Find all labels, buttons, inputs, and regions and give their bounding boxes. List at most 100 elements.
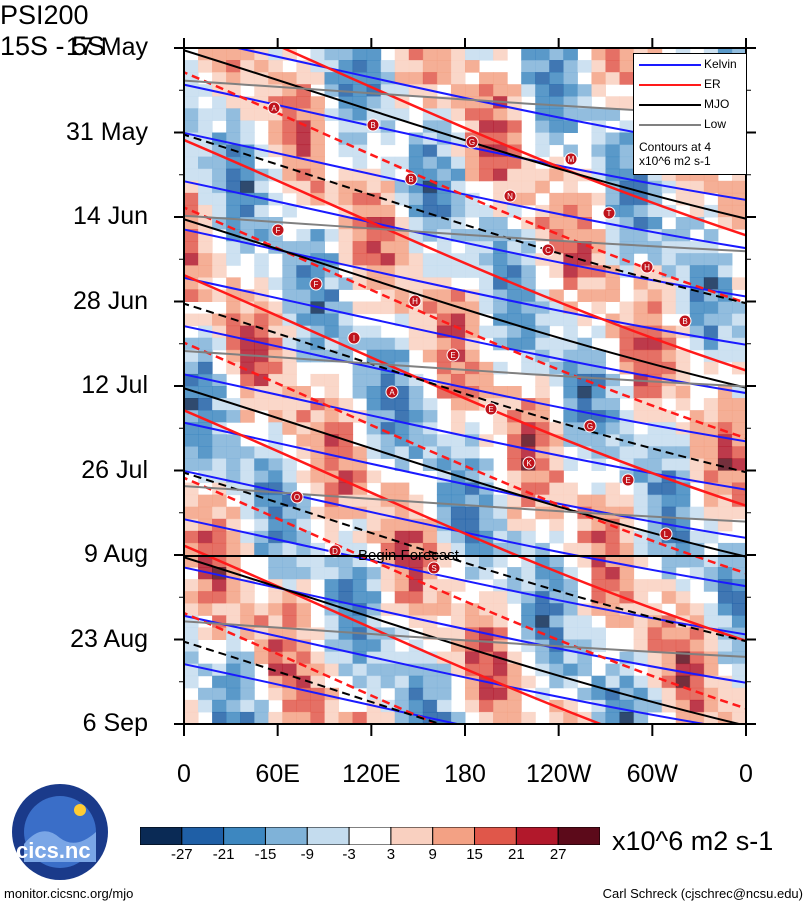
shading-cell (240, 687, 255, 701)
shading-cell (689, 289, 705, 302)
shading-cell (226, 675, 241, 689)
storm-marker-label: B (682, 317, 687, 326)
shading-cell (226, 687, 241, 701)
shading-cell (282, 349, 297, 363)
shading-cell (535, 48, 550, 61)
shading-cell (717, 603, 733, 616)
shading-cell (240, 373, 255, 387)
shading-cell (310, 373, 325, 387)
shading-cell (282, 542, 297, 556)
shading-cell (254, 277, 269, 290)
shading-cell (184, 361, 199, 375)
shading-cell (184, 241, 199, 254)
shading-cell (689, 639, 705, 653)
shading-cell (198, 699, 213, 713)
shading-cell (619, 711, 635, 724)
shading-cell (422, 530, 438, 544)
shading-cell (591, 494, 606, 508)
shading-cell (521, 579, 536, 592)
shading-cell (647, 687, 663, 701)
shading-cell (605, 325, 621, 339)
shading-cell (296, 555, 311, 568)
shading-cell (549, 555, 564, 568)
shading-cell (535, 120, 550, 133)
shading-cell (450, 265, 466, 278)
shading-cell (689, 192, 705, 206)
shading-cell (619, 241, 635, 254)
colorbar-swatch (348, 827, 392, 845)
shading-cell (436, 687, 452, 701)
shading-cell (661, 675, 677, 689)
shading-cell (394, 192, 410, 206)
shading-cell (689, 603, 705, 616)
shading-cell (633, 313, 649, 327)
shading-cell (633, 627, 649, 640)
shading-cell (422, 398, 438, 411)
shading-cell (479, 494, 494, 508)
shading-cell (422, 96, 438, 109)
shading-cell (731, 711, 746, 724)
shading-cell (591, 301, 606, 315)
shading-cell (184, 313, 199, 327)
storm-marker-circle (267, 101, 281, 115)
shading-cell (549, 422, 564, 435)
shading-cell (296, 72, 311, 85)
shading-cell (675, 494, 691, 508)
shading-cell (338, 48, 354, 61)
shading-cell (549, 530, 564, 544)
shading-cell (226, 506, 241, 520)
shading-cell (212, 108, 227, 121)
shading-cell (352, 132, 368, 146)
shading-cell (661, 494, 677, 508)
shading-cell (717, 615, 733, 628)
shading-cell (226, 434, 241, 447)
shading-cell (717, 277, 733, 290)
shading-cell (703, 518, 719, 532)
shading-cell (717, 591, 733, 604)
shading-cell (324, 711, 340, 724)
contour-line (184, 325, 746, 443)
shading-cell (647, 398, 663, 411)
shading-cell (282, 567, 297, 580)
shading-cell (507, 325, 522, 339)
shading-cell (703, 325, 719, 339)
x-tick-label: 180 (444, 760, 486, 788)
shading-cell (338, 410, 354, 423)
shading-cell (479, 699, 494, 713)
shading-cell (352, 663, 368, 677)
shading-cell (324, 567, 340, 580)
footer-url[interactable]: monitor.cicsnc.org/mjo (4, 886, 134, 901)
shading-cell (366, 180, 382, 194)
shading-cell (226, 361, 241, 375)
shading-cell (394, 651, 410, 665)
shading-cell (254, 144, 269, 158)
shading-cell (493, 180, 508, 194)
axis-ticks (174, 38, 756, 736)
storm-marker: E (484, 402, 498, 416)
shading-cell (198, 458, 213, 471)
contour-line (184, 218, 746, 389)
shading-cell (703, 651, 719, 665)
storm-marker-label: F (314, 280, 319, 289)
shading-cell (703, 229, 719, 242)
shading-cell (591, 229, 606, 242)
shading-cell (198, 446, 213, 459)
storm-marker-circle (446, 348, 460, 362)
shading-cell (366, 711, 382, 724)
shading-cell (436, 506, 452, 520)
shading-cell (310, 289, 325, 302)
shading-cell (352, 470, 368, 484)
shading-cell (226, 458, 241, 471)
shading-cell (450, 84, 466, 97)
shading-cell (268, 639, 283, 653)
shading-cell (184, 434, 199, 447)
storm-markers: A B C B A K L B N H I E E D G T F E G O S M F H (267, 101, 692, 575)
colorbar-swatch (557, 827, 600, 845)
shading-cell (549, 60, 564, 73)
shading-cell (507, 530, 522, 544)
shading-cell (605, 711, 621, 724)
shading-cell (352, 446, 368, 459)
shading-cell (296, 386, 311, 399)
shading-cell (619, 663, 635, 677)
shading-cell (563, 120, 578, 133)
